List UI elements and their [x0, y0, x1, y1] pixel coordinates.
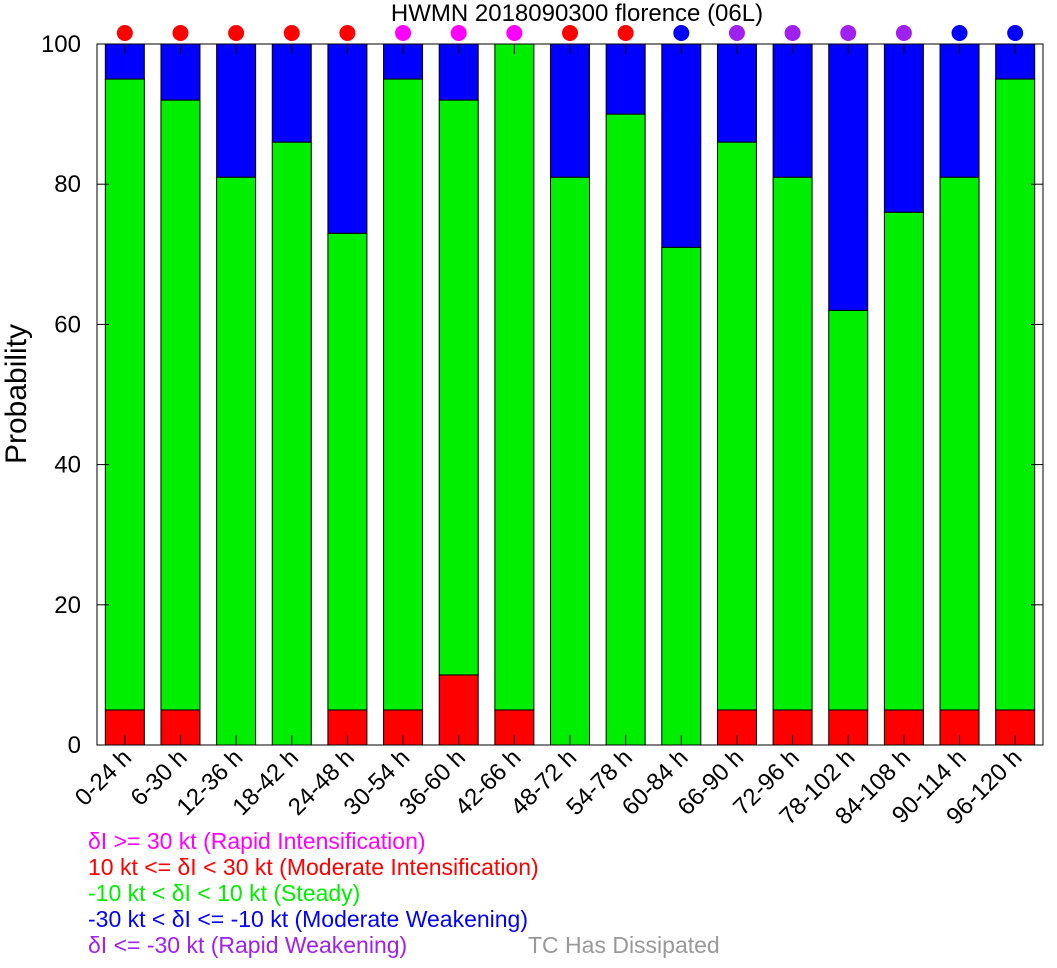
bar-segment — [605, 113, 646, 746]
bar-segment — [550, 43, 590, 178]
bar-segment — [828, 309, 869, 711]
bar-segment — [605, 43, 646, 115]
bar-segment — [438, 99, 479, 676]
dissipated-label: TC Has Dissipated — [528, 932, 720, 958]
marker-dot — [1007, 25, 1024, 41]
bar-segment — [939, 43, 980, 178]
bar-segment — [661, 43, 702, 248]
marker-dot — [840, 25, 857, 41]
y-tick-label: 100 — [41, 31, 81, 58]
bar-segment — [327, 43, 368, 234]
bar-segment — [828, 43, 869, 311]
bar-segment — [772, 43, 813, 178]
legend-entry: 10 kt <= δI < 30 kt (Moderate Intensific… — [88, 854, 539, 880]
top-markers-group — [116, 25, 1024, 41]
legend: δI >= 30 kt (Rapid Intensification)10 kt… — [88, 828, 720, 958]
bar-segment — [271, 43, 312, 143]
bar-segment — [939, 176, 980, 711]
bar-segment — [772, 176, 813, 711]
bar-segment — [327, 232, 368, 711]
bar-segment — [104, 78, 145, 711]
legend-entry: δI >= 30 kt (Rapid Intensification) — [88, 828, 426, 854]
y-axis-label: Probability — [0, 324, 33, 464]
bar-segment — [438, 674, 479, 746]
marker-dot — [673, 25, 690, 41]
marker-dot — [562, 25, 578, 41]
bar-segment — [271, 141, 312, 746]
y-tick-label: 20 — [54, 592, 81, 619]
bar-segment — [716, 141, 757, 711]
chart-title: HWMN 2018090300 florence (06L) — [391, 0, 763, 27]
marker-dot — [116, 25, 133, 41]
bar-segment — [883, 211, 924, 711]
y-tick-label: 40 — [54, 452, 81, 479]
marker-dot — [339, 25, 356, 41]
bar-segment — [716, 43, 757, 143]
bar-segment — [661, 246, 702, 746]
marker-dot — [951, 25, 968, 41]
marker-dot — [283, 25, 300, 41]
legend-entry: -30 kt < δI <= -10 kt (Moderate Weakenin… — [88, 906, 528, 932]
bar-segment — [216, 176, 257, 746]
legend-entry: -10 kt < δI < 10 kt (Steady) — [88, 880, 360, 906]
bar-segment — [995, 78, 1036, 711]
bar-segment — [160, 99, 201, 711]
bar-segment — [494, 43, 535, 711]
bar-segment — [883, 43, 924, 213]
y-tick-label: 60 — [54, 311, 81, 338]
bar-segment — [216, 43, 257, 178]
marker-dot — [172, 25, 189, 41]
bar-segment — [383, 78, 424, 711]
y-tick-label: 0 — [68, 732, 81, 759]
bar-segment — [160, 43, 201, 101]
marker-dot — [728, 25, 745, 41]
marker-dot — [895, 25, 912, 41]
marker-dot — [395, 25, 412, 41]
bar-segment — [550, 176, 590, 746]
marker-dot — [228, 25, 245, 41]
marker-dot — [784, 25, 801, 41]
y-tick-label: 80 — [54, 171, 81, 198]
bars-group — [104, 43, 1036, 746]
marker-dot — [506, 25, 523, 41]
axes-group: 0 20 40 60 80 100 — [41, 31, 1044, 759]
x-tick-labels-group: 0-24 h6-30 h12-36 h18-42 h24-48 h30-54 h… — [70, 744, 1028, 830]
legend-entry: δI <= -30 kt (Rapid Weakening) — [88, 932, 407, 958]
marker-dot — [450, 25, 467, 41]
plot-frame — [96, 43, 1044, 746]
marker-dot — [617, 25, 634, 41]
